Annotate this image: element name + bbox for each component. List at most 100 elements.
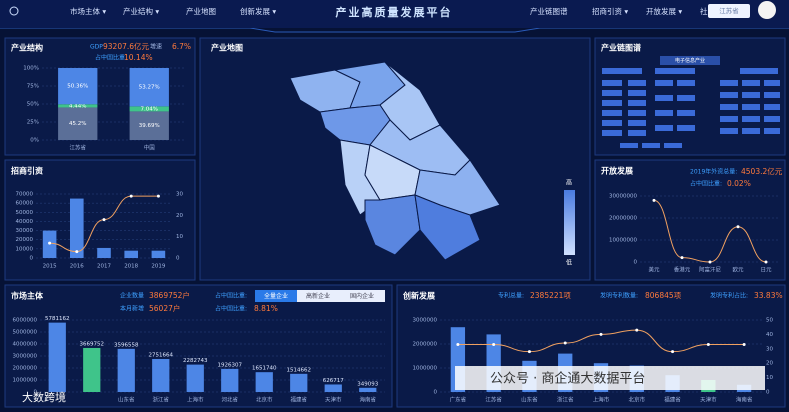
point <box>75 250 79 254</box>
chain-header <box>660 56 720 65</box>
panel-title: 开放发展 <box>601 166 633 176</box>
point <box>492 342 496 346</box>
tab-label[interactable]: 国内企业 <box>350 292 374 300</box>
y-tick-label: 60000 <box>16 201 34 207</box>
y2-tick-label: 30 <box>176 192 183 198</box>
point <box>456 342 460 346</box>
y2-tick-label: 20 <box>176 213 183 219</box>
y-tick-label: 2000000 <box>13 366 38 372</box>
panel-title: 产业结构 <box>11 43 43 53</box>
bar-segment <box>129 106 169 112</box>
stat-label: 本月新增 <box>120 305 144 313</box>
nav-item[interactable]: 产业链图谱 <box>530 6 568 16</box>
search-icon[interactable] <box>9 6 19 16</box>
data-label: 4.44% <box>69 103 86 109</box>
data-label: 1514662 <box>287 367 312 373</box>
y-tick-label: 1000000 <box>413 366 438 372</box>
watermark-box <box>455 366 765 390</box>
chain-boxes <box>602 68 780 148</box>
nav-item[interactable]: 市场主体 ▾ <box>70 6 106 16</box>
x-tick-label: 上海市 <box>187 396 204 404</box>
nav-item[interactable]: 产业结构 ▾ <box>123 6 159 16</box>
bar <box>152 358 170 392</box>
x-tick-label: 河北省 <box>221 396 238 404</box>
x-tick-label: 广东省 <box>450 396 467 404</box>
data-label: 3669752 <box>80 341 105 347</box>
bar <box>324 384 342 392</box>
avatar[interactable] <box>758 1 776 19</box>
nav-item[interactable]: 创新发展 ▾ <box>240 6 276 16</box>
y-tick-label: 4000000 <box>13 342 38 348</box>
y-tick-label: 20000000 <box>609 216 637 222</box>
data-label: 626717 <box>323 378 344 384</box>
data-label: 50.36% <box>67 84 88 90</box>
y-tick-label: 6000000 <box>13 318 38 324</box>
panel-title: 市场主体 <box>11 291 44 301</box>
y-tick-label: 30000000 <box>609 194 637 200</box>
point <box>635 328 639 332</box>
point <box>708 260 712 264</box>
tab[interactable] <box>339 290 385 302</box>
y-tick-label: 75% <box>27 84 39 90</box>
y-tick-label: 2000000 <box>413 342 438 348</box>
stat-value: 806845项 <box>645 291 682 300</box>
y-tick-label: 5000000 <box>13 330 38 336</box>
search-text[interactable]: 江苏省 <box>719 6 739 15</box>
x-tick-label: 2017 <box>97 264 111 270</box>
y2-tick-label: 20 <box>766 361 773 367</box>
panel-title: 创新发展 <box>402 291 435 301</box>
data-label: 3596558 <box>114 342 139 348</box>
y-tick-label: 1000000 <box>13 378 38 384</box>
nav-item[interactable]: 招商引资 ▾ <box>592 6 628 16</box>
x-tick-label: 2015 <box>43 264 57 270</box>
y-tick-label: 3000000 <box>13 354 38 360</box>
stat-label: 增速 <box>150 43 162 51</box>
stat-label: 企业数量 <box>120 292 144 300</box>
x-tick-label: 海南省 <box>736 396 753 404</box>
bar <box>221 368 239 392</box>
bar <box>83 347 101 392</box>
nav-item[interactable]: 社会 <box>700 6 715 16</box>
y-tick-label: 0 <box>34 390 38 396</box>
tab[interactable] <box>297 290 339 302</box>
search-box[interactable] <box>708 4 750 18</box>
stat-value: 3869752户 <box>149 290 190 300</box>
watermark: 公众号 · 商企通大数据平台 <box>490 371 645 387</box>
map-region <box>414 194 481 261</box>
data-label: 1926307 <box>218 362 243 368</box>
stat-label: 占中国比重 <box>95 54 125 62</box>
x-tick-label: 福建省 <box>664 396 681 404</box>
x-tick-label: 福建省 <box>290 396 307 404</box>
y-tick-label: 3000000 <box>413 318 438 324</box>
x-tick-label: 浙江省 <box>152 396 169 404</box>
tab[interactable] <box>255 290 297 302</box>
y-tick-label: 10000000 <box>609 238 637 244</box>
bar <box>186 364 204 392</box>
x-tick-label: 北京市 <box>256 396 273 404</box>
x-tick-label: 阿富汗尼 <box>699 266 722 274</box>
y-tick-label: 20000 <box>16 237 34 243</box>
point <box>563 341 567 345</box>
data-label: 2751664 <box>149 352 174 358</box>
stat-value: 56027户 <box>149 303 180 313</box>
point <box>129 194 133 198</box>
nav-item[interactable]: 产业地图 <box>186 6 216 16</box>
x-tick-label: 天津市 <box>700 396 717 404</box>
page-title: 产业高质量发展平台 <box>336 5 453 19</box>
data-label: 39.69% <box>139 123 160 129</box>
panel <box>594 159 786 281</box>
bar-segment <box>58 104 98 108</box>
stat-value: 2385221项 <box>530 291 571 300</box>
y2-tick-label: 0 <box>766 390 770 396</box>
tab-label[interactable]: 全量企业 <box>264 292 288 300</box>
point <box>706 342 710 346</box>
stat-label: 发明专利占比: <box>710 292 748 300</box>
y-tick-label: 100% <box>23 66 39 72</box>
nav-item[interactable]: 开放发展 ▾ <box>646 6 682 16</box>
tab-label[interactable]: 高新企业 <box>306 292 330 300</box>
map-region <box>364 194 421 256</box>
x-tick-label: 海南省 <box>359 396 376 404</box>
panel-title: 产业链图谱 <box>601 43 641 53</box>
point <box>671 350 675 354</box>
data-label: 45.2% <box>69 121 86 127</box>
